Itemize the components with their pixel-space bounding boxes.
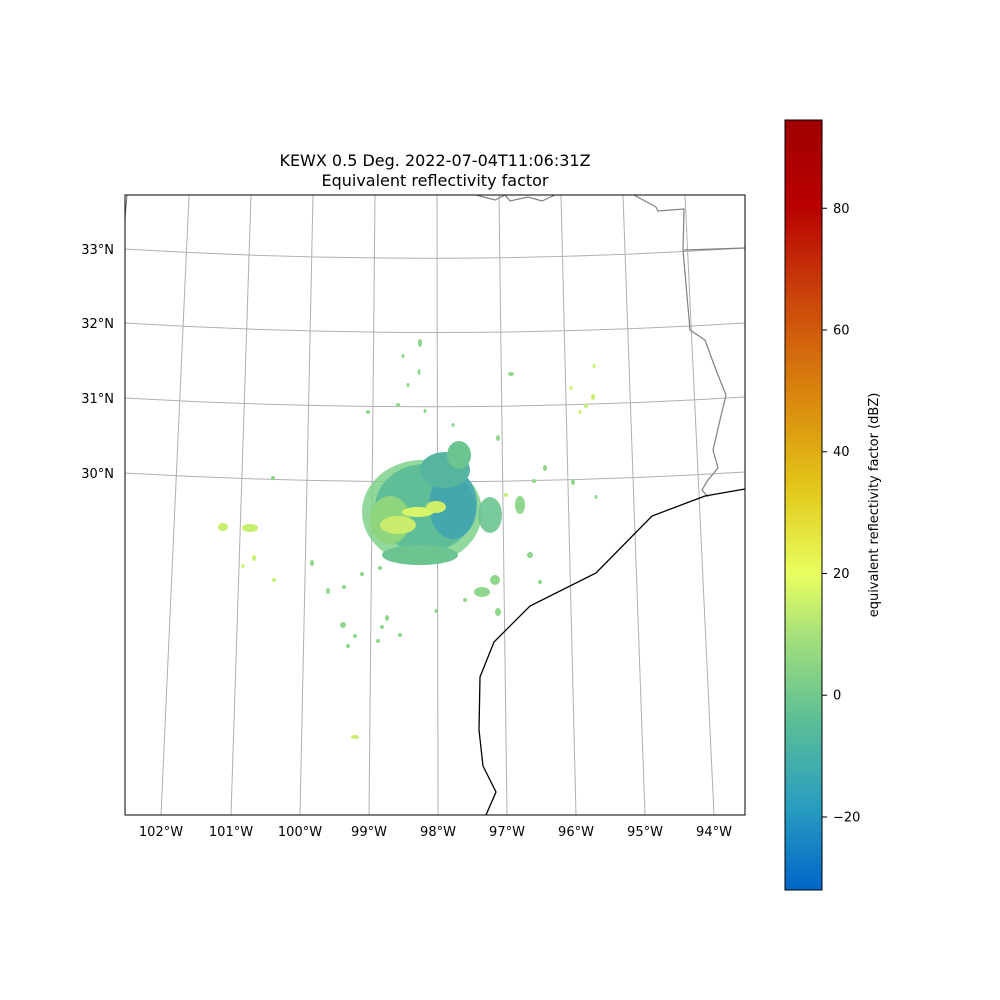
map-panel	[124, 194, 746, 816]
x-tick-label: 102°W	[139, 825, 183, 840]
gridline-lon-94	[684, 195, 715, 815]
colorbar-label: equivalent reflectivity factor (dBZ)	[867, 393, 882, 618]
echo-core-bright-3	[426, 501, 446, 513]
x-tick-label: 95°W	[627, 825, 663, 840]
y-tick-label: 32°N	[81, 317, 114, 332]
y-tick-label: 30°N	[81, 467, 114, 482]
echo-core-bright	[380, 516, 416, 534]
gridline-lon-100	[299, 195, 314, 815]
y-tick-label: 33°N	[81, 243, 114, 258]
gridline-lon-96	[560, 195, 577, 815]
x-tick-label: 98°W	[420, 825, 456, 840]
gulf-coastline	[478, 488, 745, 815]
echo-ne-lobe	[447, 441, 471, 469]
echo-south-lobe	[382, 545, 458, 565]
echo-core-bright-2	[402, 507, 434, 517]
gridline-lon-102	[160, 195, 190, 815]
y-tick-label: 31°N	[81, 392, 114, 407]
gridline-lon-101	[230, 195, 252, 815]
map-subtitle: Equivalent reflectivity factor	[321, 171, 548, 190]
x-tick-label: 100°W	[278, 825, 322, 840]
x-tick-label: 101°W	[209, 825, 253, 840]
colorbar-tick-label: −20	[833, 810, 860, 825]
gridline-lat-33	[125, 247, 745, 259]
echo-east-arm	[478, 497, 502, 533]
radar-echoes	[218, 339, 598, 739]
x-tick-label: 99°W	[351, 825, 387, 840]
colorbar: −20 0 20 40 60 80 equivalent reflectivity fac…	[784, 119, 882, 891]
gridline-lat-32	[125, 322, 745, 333]
colorbar-tick-label: 60	[833, 324, 850, 339]
x-tick-label: 96°W	[558, 825, 594, 840]
x-tick-labels: 102°W 101°W 100°W 99°W 98°W 97°W 96°W 95…	[139, 825, 732, 840]
x-tick-label: 94°W	[696, 825, 732, 840]
x-tick-label: 97°W	[489, 825, 525, 840]
colorbar-tick-label: 0	[833, 689, 841, 704]
colorbar-tick-label: 80	[833, 202, 850, 217]
echo-main-east	[429, 471, 477, 539]
colorbar-gradient	[784, 119, 823, 891]
y-tick-labels: 30°N 31°N 32°N 33°N	[81, 243, 114, 482]
latitude-gridlines	[125, 247, 745, 483]
state-borders	[125, 195, 745, 498]
colorbar-tick-label: 40	[833, 445, 850, 460]
gridline-lat-31	[125, 396, 745, 408]
gridline-lon-97	[498, 195, 508, 815]
gridline-lon-95	[622, 195, 646, 815]
colorbar-ticks: −20 0 20 40 60 80	[822, 202, 860, 825]
map-title: KEWX 0.5 Deg. 2022-07-04T11:06:31Z	[279, 151, 590, 170]
map-frame	[124, 194, 746, 816]
colorbar-tick-label: 20	[833, 567, 850, 582]
